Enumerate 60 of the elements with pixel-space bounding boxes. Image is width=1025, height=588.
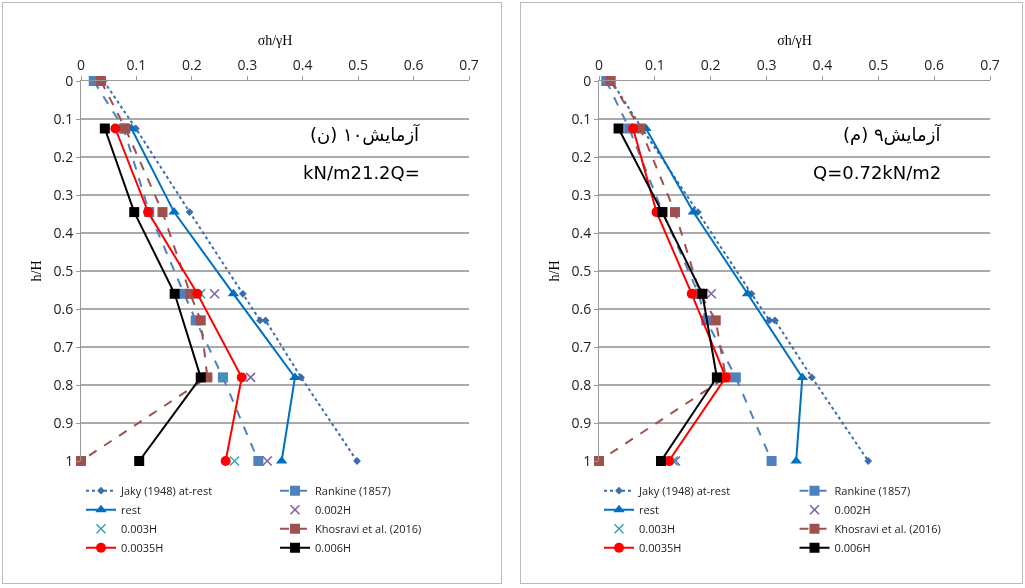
y-tick-label: 0.7 bbox=[53, 336, 74, 356]
y-tick-label: 1 bbox=[65, 450, 74, 470]
y-tick-label: 0 bbox=[65, 70, 74, 90]
legend-label: 0.0035H bbox=[639, 539, 682, 555]
legend-label: Rankine (1857) bbox=[834, 482, 911, 498]
x-tick-label: 0.7 bbox=[980, 55, 1000, 75]
y-tick-label: 0.2 bbox=[53, 146, 74, 166]
y-axis-title: h/H bbox=[29, 260, 45, 282]
x-tick-label: 0.6 bbox=[924, 55, 944, 75]
x-tick-label: 0.3 bbox=[237, 55, 258, 75]
legend-label: 0.002H bbox=[834, 501, 871, 517]
y-tick-label: 0.4 bbox=[53, 222, 74, 242]
x-tick-label: 0.1 bbox=[645, 55, 665, 75]
y-tick-label: 0.8 bbox=[571, 374, 592, 394]
y-tick-label: 0.4 bbox=[571, 222, 592, 242]
annotation: Q=0.72kN/m2 bbox=[813, 162, 942, 183]
y-tick-label: 0.1 bbox=[571, 108, 592, 128]
legend-label: Khosravi et al. (2016) bbox=[834, 520, 941, 536]
y-tick-label: 0 bbox=[583, 70, 592, 90]
y-tick-label: 0.5 bbox=[53, 260, 74, 280]
annotation: (ن) آزمایش۱۰ bbox=[310, 123, 421, 145]
annotation: (م) آزمایش۹ bbox=[843, 123, 942, 145]
legend-label: 0.003H bbox=[121, 520, 158, 536]
legend-label: 0.003H bbox=[639, 520, 676, 536]
legend-label: 0.002H bbox=[315, 501, 352, 517]
legend-label: 0.006H bbox=[834, 539, 871, 555]
y-tick-label: 0.1 bbox=[53, 108, 74, 128]
legend-label: 0.006H bbox=[315, 539, 352, 555]
y-tick-label: 0.6 bbox=[53, 298, 74, 318]
legend-label: rest bbox=[121, 501, 141, 517]
x-tick-label: 0.6 bbox=[403, 55, 424, 75]
legend-label: rest bbox=[639, 501, 659, 517]
y-axis-title: h/H bbox=[547, 260, 563, 282]
y-tick-label: 0.9 bbox=[571, 412, 592, 432]
y-tick-label: 1 bbox=[583, 450, 592, 470]
legend-label: Jaky (1948) at-rest bbox=[638, 482, 731, 498]
legend-label: Khosravi et al. (2016) bbox=[315, 520, 422, 536]
legend-label: Rankine (1857) bbox=[315, 482, 391, 498]
y-tick-label: 0.5 bbox=[571, 260, 592, 280]
y-tick-label: 0.9 bbox=[53, 412, 74, 432]
y-tick-label: 0.3 bbox=[53, 184, 74, 204]
x-tick-label: 0.4 bbox=[292, 55, 313, 75]
x-tick-label: 0.7 bbox=[459, 55, 479, 75]
x-tick-label: 0.2 bbox=[700, 55, 721, 75]
legend-label: Jaky (1948) at-rest bbox=[120, 482, 213, 498]
x-axis-title: σh/γH bbox=[777, 33, 812, 48]
x-tick-label: 0.5 bbox=[868, 55, 889, 75]
x-axis-title: σh/γH bbox=[257, 33, 293, 48]
x-tick-label: 0.2 bbox=[182, 55, 202, 75]
x-tick-label: 0.4 bbox=[812, 55, 833, 75]
x-tick-label: 0.5 bbox=[348, 55, 368, 75]
y-tick-label: 0.2 bbox=[571, 146, 592, 166]
x-tick-label: 0.1 bbox=[126, 55, 147, 75]
y-tick-label: 0.3 bbox=[571, 184, 592, 204]
y-tick-label: 0.8 bbox=[53, 374, 74, 394]
y-tick-label: 0.7 bbox=[571, 336, 592, 356]
y-tick-label: 0.6 bbox=[571, 298, 592, 318]
legend-label: 0.0035H bbox=[121, 539, 164, 555]
annotation: kN/m21.2Q= bbox=[303, 162, 420, 183]
x-tick-label: 0.3 bbox=[756, 55, 777, 75]
